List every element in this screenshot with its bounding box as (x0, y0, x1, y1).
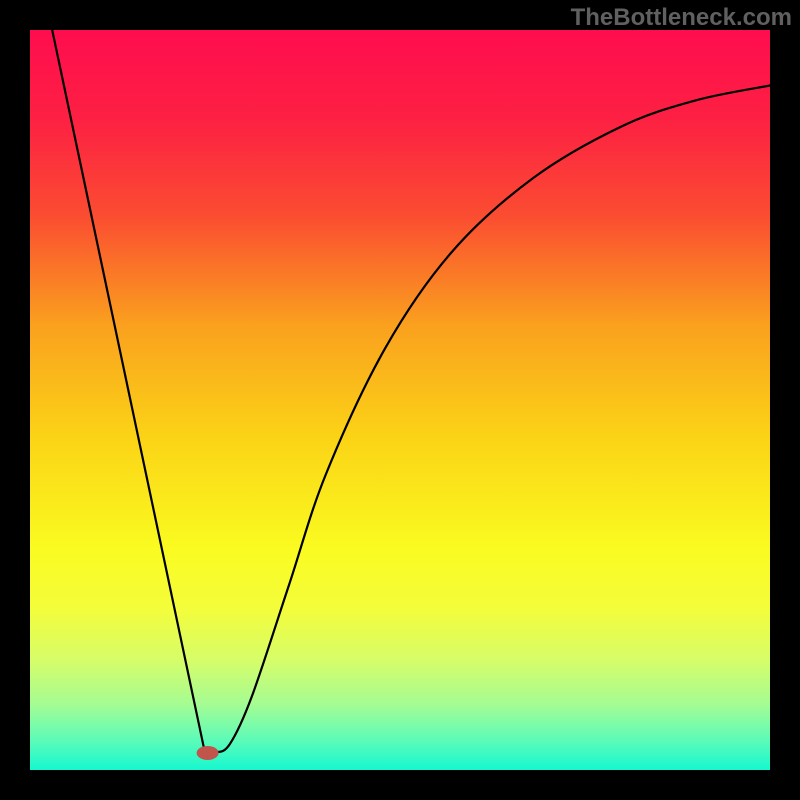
plot-area (30, 30, 770, 770)
chart-svg (30, 30, 770, 770)
min-point-marker (197, 746, 219, 760)
chart-container: TheBottleneck.com (0, 0, 800, 800)
gradient-background (30, 30, 770, 770)
watermark-text: TheBottleneck.com (571, 4, 792, 32)
